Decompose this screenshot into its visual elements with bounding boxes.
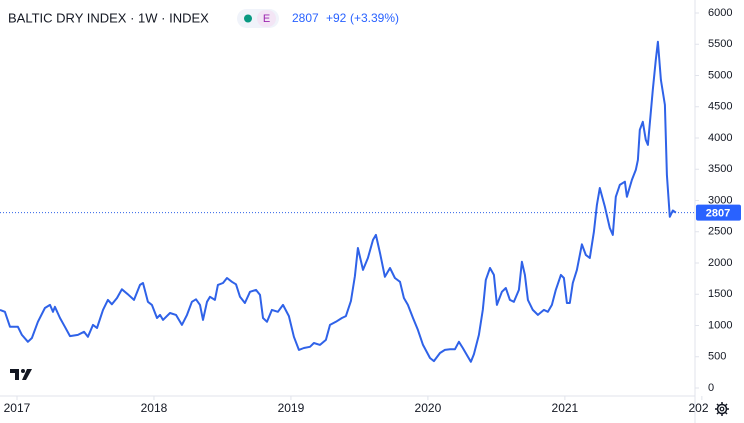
- badge-bg: [257, 10, 276, 27]
- x-tick-label: 2019: [278, 401, 305, 415]
- settings-icon[interactable]: [715, 402, 729, 416]
- y-tick-label: 500: [708, 351, 726, 363]
- y-tick-label: 0: [708, 382, 714, 394]
- y-tick-label: 6000: [708, 7, 732, 19]
- x-tick-label: 2017: [4, 401, 31, 415]
- last-price-badge: [696, 204, 741, 221]
- change: +92: [326, 11, 347, 25]
- y-tick-label: 3500: [708, 163, 732, 175]
- market-status-dot: [244, 14, 252, 23]
- y-tick-label: 3000: [708, 194, 732, 206]
- last-price-label: 2807: [706, 207, 730, 219]
- y-tick-label: 5500: [708, 38, 732, 50]
- x-tick-label: 2021: [552, 401, 579, 415]
- time-axis: 2017 2018 2019 2020 2021 2022: [4, 396, 715, 415]
- y-tick-label: 2500: [708, 226, 732, 238]
- y-tick-label: 2000: [708, 257, 732, 269]
- y-tick-label: 4000: [708, 132, 732, 144]
- x-tick-label: 2020: [415, 401, 442, 415]
- tv-logo[interactable]: [6, 362, 36, 386]
- line-series: [0, 40, 677, 363]
- badge: E: [263, 13, 270, 25]
- change-percent: (+3.39%): [350, 11, 399, 25]
- x-tick-label: 2018: [141, 401, 168, 415]
- y-tick-label: 1000: [708, 319, 732, 331]
- chart-title: BALTIC DRY INDEX · 1W · INDEX: [8, 10, 209, 25]
- x-tick-label: 2022: [688, 401, 715, 415]
- y-tick-label: 1500: [708, 288, 732, 300]
- y-tick-label: 4500: [708, 101, 732, 113]
- last-price: 2807: [292, 11, 319, 25]
- y-tick-label: 5000: [708, 69, 732, 81]
